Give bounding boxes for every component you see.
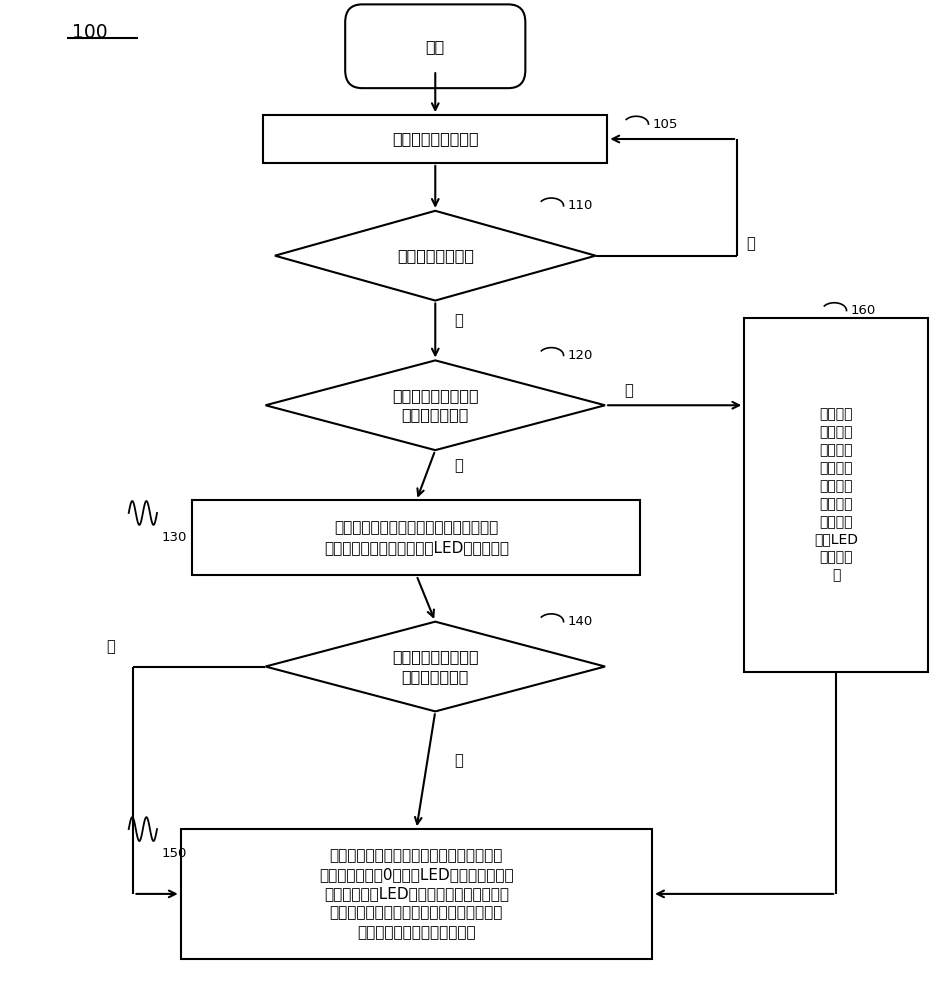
Text: 否: 否	[746, 236, 755, 251]
Text: 根据调节旋钮的位置确定微波炉的火力档
位，并控制火力档位对应的LED指示灯点亮: 根据调节旋钮的位置确定微波炉的火力档 位，并控制火力档位对应的LED指示灯点亮	[324, 520, 509, 555]
Text: 130: 130	[162, 531, 187, 544]
Text: 微波炉处于待机状态: 微波炉处于待机状态	[392, 132, 479, 147]
Text: 根据调节旋钮的位置确定微波炉的第一烹饪
时间，并控制从0对应的LED指示灯至第一烹
饪时间对应的LED指示灯依次点亮，且在第
一预设时间后检测到调节旋钮的状态为: 根据调节旋钮的位置确定微波炉的第一烹饪 时间，并控制从0对应的LED指示灯至第一…	[319, 848, 514, 940]
Bar	[192, 500, 640, 575]
Text: 160: 160	[850, 304, 876, 317]
Bar	[745, 318, 928, 672]
Text: 调节旋钮的旋转方向
是否为第一方向: 调节旋钮的旋转方向 是否为第一方向	[392, 388, 479, 422]
Text: 110: 110	[568, 199, 593, 212]
Text: 上电: 上电	[426, 39, 445, 54]
Text: 否: 否	[106, 639, 114, 654]
Bar	[263, 115, 607, 163]
Polygon shape	[275, 211, 596, 301]
Text: 120: 120	[568, 349, 593, 362]
Text: 105: 105	[652, 118, 677, 131]
Text: 确定微波
炉的火力
档位为预
设火力档
位，并控
制预设火
力档位对
应的LED
指示灯点
亮: 确定微波 炉的火力 档位为预 设火力档 位，并控 制预设火 力档位对 应的LED…	[815, 408, 858, 582]
Text: 是: 是	[454, 458, 463, 473]
FancyBboxPatch shape	[345, 4, 525, 88]
Polygon shape	[266, 622, 605, 711]
Text: 否: 否	[624, 383, 633, 398]
Text: 140: 140	[568, 615, 592, 628]
Text: 100: 100	[72, 23, 108, 42]
Text: 调节旋钮是否转动: 调节旋钮是否转动	[396, 248, 474, 263]
Text: 调节旋钮的旋转方向
是否为第二方向: 调节旋钮的旋转方向 是否为第二方向	[392, 649, 479, 684]
Bar	[181, 829, 652, 959]
Text: 150: 150	[162, 847, 187, 860]
Text: 是: 是	[454, 313, 463, 328]
Text: 是: 是	[454, 753, 463, 768]
Polygon shape	[266, 360, 605, 450]
